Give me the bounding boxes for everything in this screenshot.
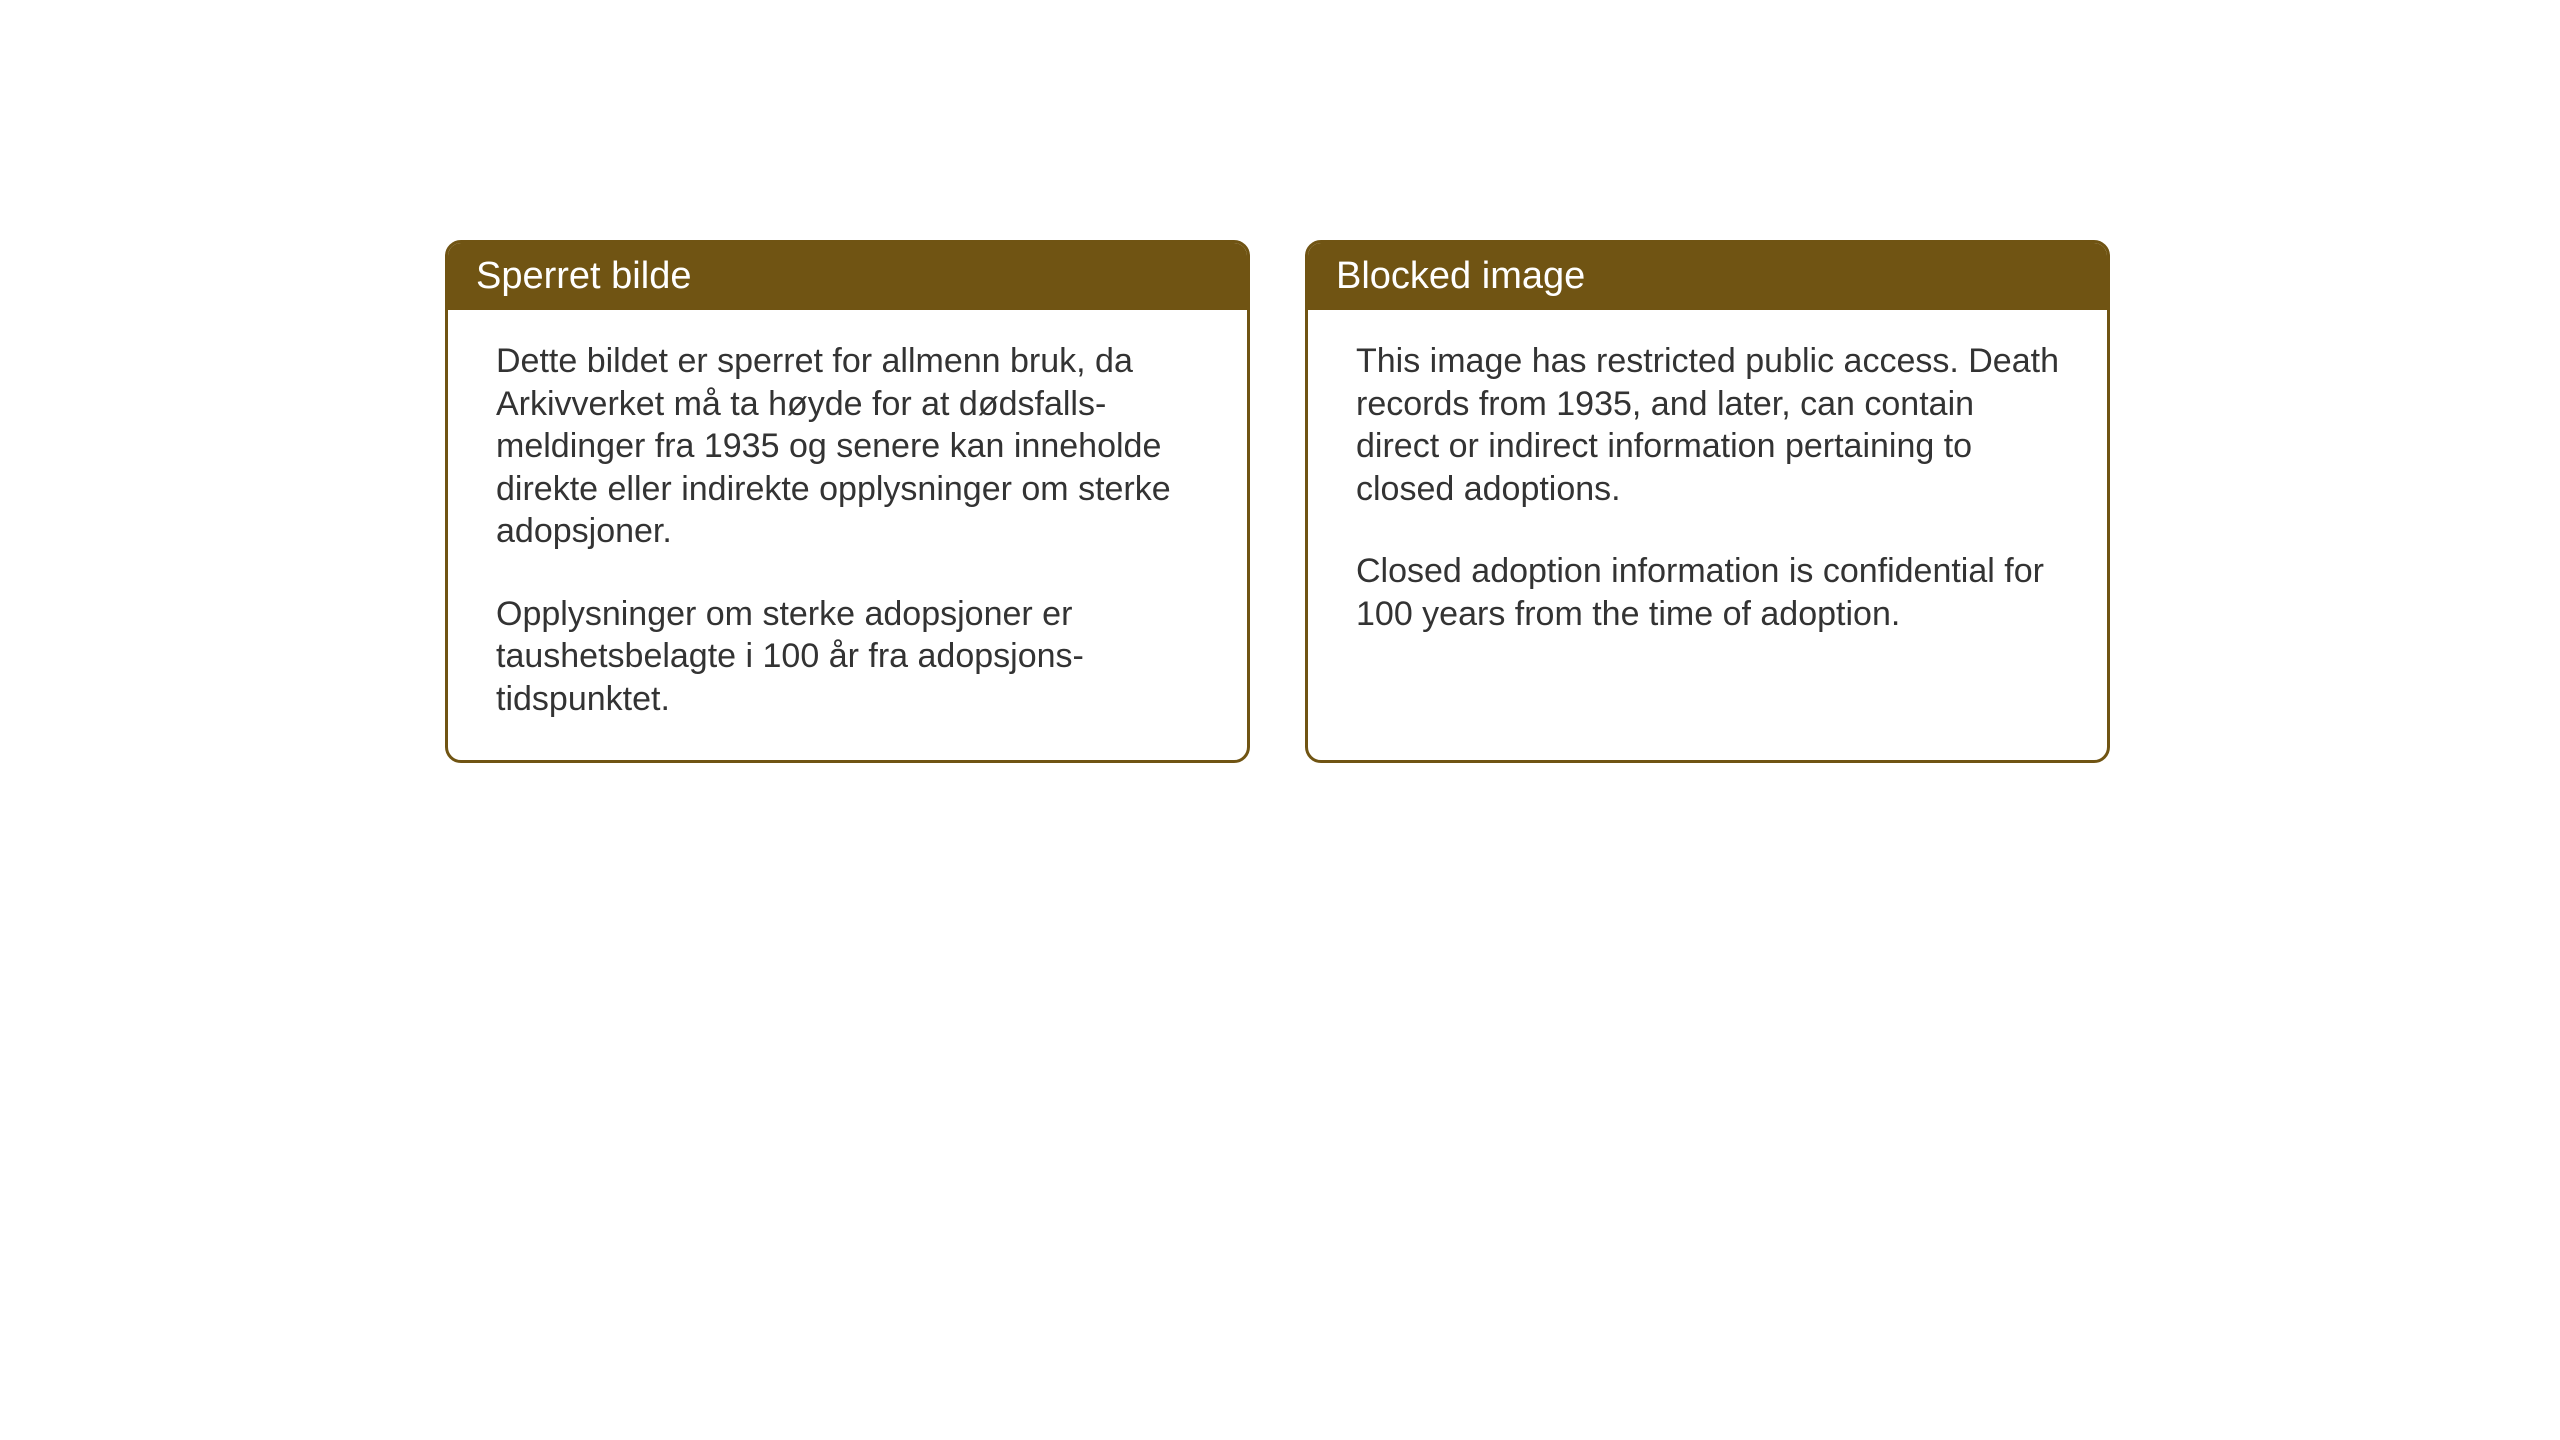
card-title-norwegian: Sperret bilde — [476, 255, 691, 297]
paragraph-norwegian-1: Dette bildet er sperret for allmenn bruk… — [496, 340, 1199, 553]
paragraph-norwegian-2: Opplysninger om sterke adopsjoner er tau… — [496, 593, 1199, 721]
card-title-english: Blocked image — [1336, 255, 1585, 297]
card-body-norwegian: Dette bildet er sperret for allmenn bruk… — [448, 310, 1247, 760]
paragraph-english-2: Closed adoption information is confident… — [1356, 550, 2059, 635]
card-body-english: This image has restricted public access.… — [1308, 310, 2107, 730]
notice-card-norwegian: Sperret bilde Dette bildet er sperret fo… — [445, 240, 1250, 763]
card-header-english: Blocked image — [1308, 243, 2107, 310]
card-header-norwegian: Sperret bilde — [448, 243, 1247, 310]
notice-card-english: Blocked image This image has restricted … — [1305, 240, 2110, 763]
paragraph-english-1: This image has restricted public access.… — [1356, 340, 2059, 510]
notice-container: Sperret bilde Dette bildet er sperret fo… — [445, 240, 2110, 763]
